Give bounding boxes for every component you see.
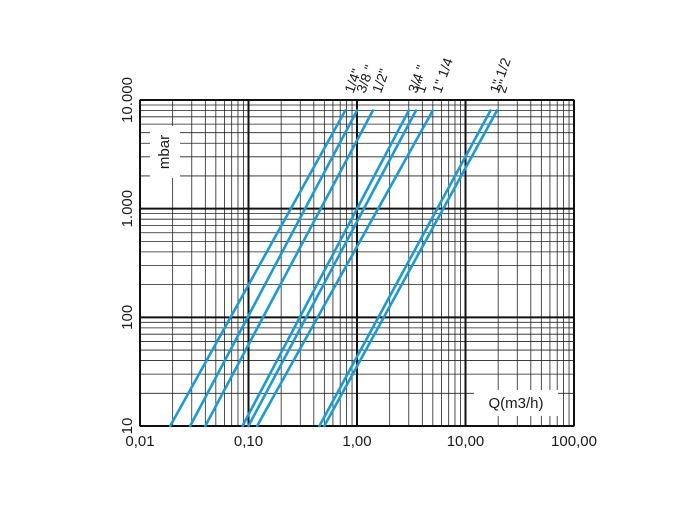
x-tick-label: 0,01 [125, 433, 154, 450]
x-tick-label: 0,10 [234, 433, 263, 450]
series-lines [168, 109, 499, 428]
series-line [322, 109, 499, 428]
x-axis-label: Q(m3/h) [488, 395, 543, 412]
x-tick-label: 100,00 [551, 433, 597, 450]
tick-labels: 0,01 0,10 1,00 10,00 100,00 10 100 1.000 10.000 [119, 77, 597, 450]
y-tick-label: 1.000 [119, 190, 136, 228]
series-labels: 1/4"3/8 "1/2" 3/4 "1"1" 1/4 1" 1/22" [341, 55, 514, 95]
series-line [318, 109, 492, 428]
series-label: 1/2" [369, 67, 392, 95]
y-axis-label: mbar [156, 135, 173, 169]
axis-labels: mbar Q(m3/h) [150, 126, 558, 416]
series-label: 1/4" [341, 67, 364, 95]
y-tick-label: 100 [119, 305, 136, 330]
series-label: 1" [412, 78, 431, 95]
major-grid [139, 99, 575, 427]
series-line [204, 109, 375, 428]
series-label: 1" 1/4 [429, 55, 456, 95]
plot-frame [139, 99, 575, 427]
series-line [247, 109, 418, 428]
xlabel-box [474, 390, 558, 416]
y-tick-label: 10.000 [119, 77, 136, 123]
series-label: 2" [493, 78, 512, 95]
series-line [168, 109, 347, 428]
y-tick-label: 10 [119, 418, 136, 435]
ylabel-box [150, 126, 180, 178]
x-tick-label: 1,00 [342, 433, 371, 450]
x-tick-label: 10,00 [447, 433, 485, 450]
series-line [255, 109, 435, 428]
series-line [241, 109, 411, 428]
series-line [188, 109, 359, 428]
